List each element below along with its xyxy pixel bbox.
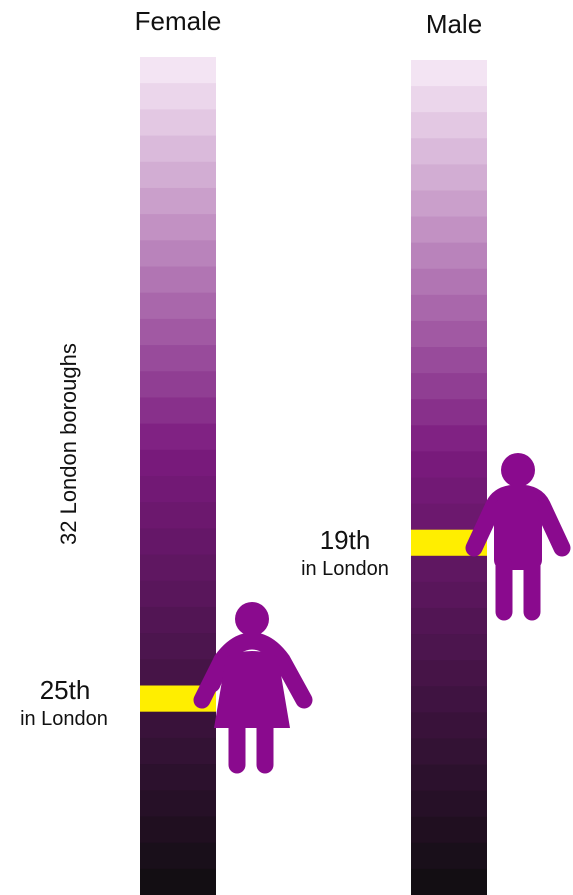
borough-band: [411, 868, 487, 895]
borough-band: [411, 712, 487, 740]
borough-band: [140, 57, 216, 84]
borough-band: [411, 842, 487, 870]
borough-band: [140, 292, 216, 320]
borough-band: [411, 451, 487, 479]
borough-band: [140, 606, 216, 634]
borough-band: [140, 423, 216, 451]
borough-band: [411, 60, 487, 87]
borough-band: [140, 737, 216, 765]
borough-band: [411, 164, 487, 192]
borough-band: [140, 266, 216, 294]
borough-band: [411, 112, 487, 139]
borough-band: [140, 214, 216, 241]
borough-band: [411, 660, 487, 687]
borough-band: [411, 790, 487, 818]
borough-band: [140, 83, 216, 110]
borough-band: [411, 399, 487, 426]
borough-band: [411, 216, 487, 244]
female-rank-sub: in London: [20, 708, 108, 730]
borough-band: [411, 294, 487, 322]
borough-band: [411, 816, 487, 844]
borough-band: [411, 764, 487, 792]
borough-band: [140, 764, 216, 791]
borough-band: [411, 268, 487, 296]
borough-band: [140, 345, 216, 372]
female-figure-icon: [193, 602, 313, 774]
borough-band: [140, 318, 216, 346]
borough-band: [140, 554, 216, 582]
borough-band: [411, 686, 487, 713]
borough-band: [140, 476, 216, 503]
borough-band: [140, 790, 216, 818]
borough-band: [411, 607, 487, 635]
borough-band: [140, 240, 216, 268]
male-figure-icon: [465, 453, 571, 621]
borough-band: [411, 373, 487, 400]
borough-band: [140, 868, 216, 895]
borough-band: [140, 580, 216, 608]
borough-band: [140, 502, 216, 529]
y-axis-label: 32 London boroughs: [56, 343, 81, 545]
female-column: [140, 57, 216, 895]
borough-band: [411, 190, 487, 218]
borough-band: [411, 86, 487, 113]
borough-band: [140, 842, 216, 870]
borough-band: [411, 634, 487, 661]
borough-band: [411, 320, 487, 348]
borough-band: [140, 187, 216, 215]
borough-band: [411, 503, 487, 531]
borough-band: [411, 477, 487, 505]
borough-band: [140, 711, 216, 739]
borough-band: [140, 816, 216, 844]
borough-band: [411, 347, 487, 374]
borough-band: [411, 242, 487, 270]
borough-band: [140, 135, 216, 163]
female-column-title: Female: [134, 6, 222, 36]
borough-band: [411, 138, 487, 165]
borough-band: [140, 633, 216, 660]
male-rank-sub: in London: [301, 558, 389, 580]
borough-band: [140, 371, 216, 399]
borough-band: [411, 581, 487, 609]
borough-band: [411, 425, 487, 453]
female-rank-label: 25th: [39, 675, 91, 705]
borough-band: [140, 397, 216, 425]
male-column-title: Male: [425, 9, 483, 39]
borough-band: [411, 738, 487, 766]
male-column: [411, 60, 487, 895]
borough-band: [411, 555, 487, 583]
borough-band: [140, 109, 216, 137]
borough-band: [140, 528, 216, 556]
male-rank-label: 19th: [319, 525, 371, 555]
borough-band: [140, 449, 216, 477]
borough-band: [140, 161, 216, 189]
